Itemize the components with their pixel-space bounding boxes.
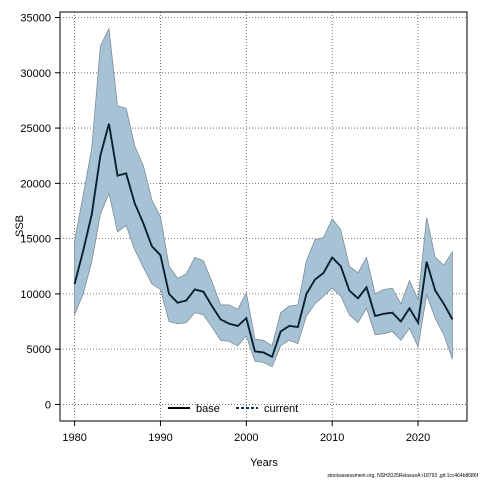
y-tick-label: 0 bbox=[45, 399, 51, 411]
y-tick-label: 20000 bbox=[20, 178, 51, 190]
x-tick-label: 1990 bbox=[148, 432, 172, 444]
legend-label-current: current bbox=[264, 403, 298, 415]
y-axis-title: SSB bbox=[14, 215, 26, 237]
y-tick-label: 25000 bbox=[20, 123, 51, 135]
confidence-band bbox=[74, 27, 453, 368]
plot-frame bbox=[59, 11, 468, 422]
y-tick-label: 35000 bbox=[20, 13, 51, 25]
x-axis-title: Years bbox=[250, 457, 278, 469]
y-tick-label: 30000 bbox=[20, 68, 51, 80]
y-tick-label: 10000 bbox=[20, 289, 51, 301]
legend: base current bbox=[168, 403, 298, 415]
x-tick-label: 2020 bbox=[406, 432, 430, 444]
y-tick-label: 15000 bbox=[20, 234, 51, 246]
x-tick-label: 2000 bbox=[234, 432, 258, 444]
x-tick-label: 1980 bbox=[62, 432, 86, 444]
series-line-current bbox=[73, 123, 454, 359]
axes: 1980 1990 2000 2010 2020 0 5000 10000 15000 20000… bbox=[20, 13, 430, 444]
footer-note: stockassessment.org, NSH2025RelaxueA r18… bbox=[327, 473, 478, 479]
y-tick-label: 5000 bbox=[27, 344, 51, 356]
x-tick-label: 2010 bbox=[320, 432, 344, 444]
legend-label-base: base bbox=[196, 403, 220, 415]
